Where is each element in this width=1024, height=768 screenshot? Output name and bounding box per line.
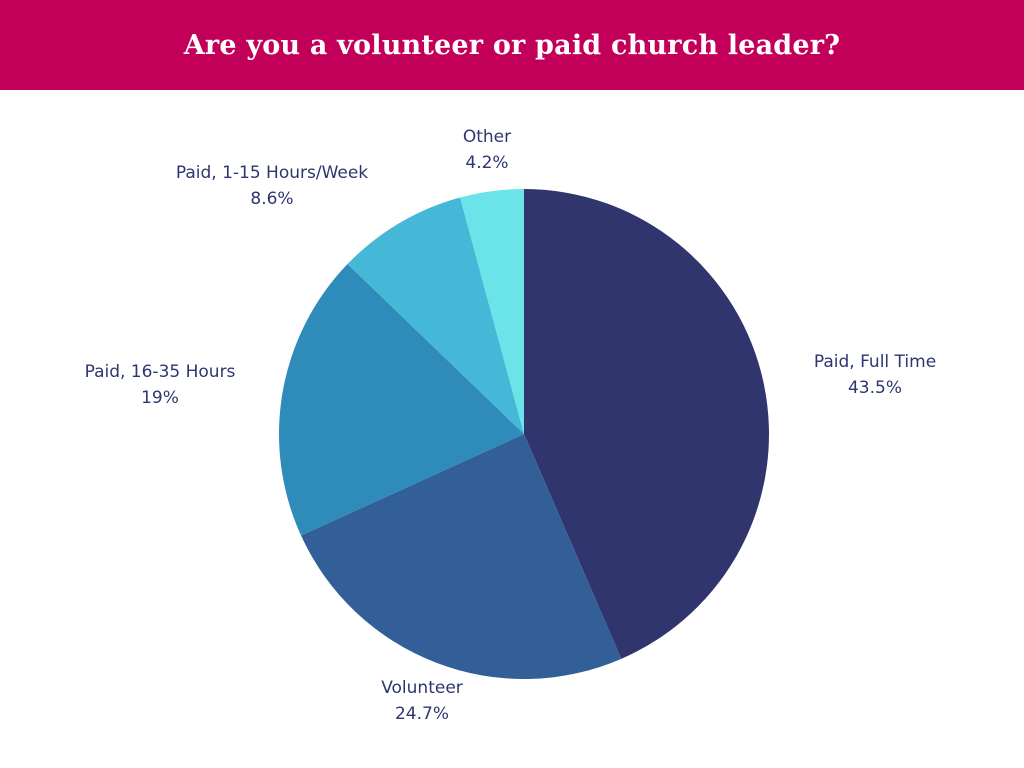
slice-label-paid-full-time: Paid, Full Time 43.5% xyxy=(814,349,936,401)
pie-slice-other xyxy=(460,189,524,434)
slice-name: Paid, 16-35 Hours xyxy=(84,362,236,382)
pie-slice-paid-16-35-hours xyxy=(278,264,524,536)
slice-label-paid-16-35: Paid, 16-35 Hours 19% xyxy=(85,359,236,411)
slice-label-volunteer: Volunteer 24.7% xyxy=(381,675,463,727)
slice-percent: 19% xyxy=(141,388,179,408)
slice-percent: 24.7% xyxy=(394,704,449,724)
slice-percent: 4.2% xyxy=(465,153,509,173)
slice-name: Paid, Full Time xyxy=(813,352,937,372)
slice-percent: 8.6% xyxy=(250,189,294,209)
slice-name: Volunteer xyxy=(381,678,463,698)
slice-percent: 43.5% xyxy=(847,378,902,398)
pie-slice-paid-1-15-hours-week xyxy=(347,197,524,434)
title-banner: Are you a volunteer or paid church leade… xyxy=(0,0,1024,90)
slice-label-paid-1-15: Paid, 1-15 Hours/Week 8.6% xyxy=(176,160,368,212)
slice-name: Other xyxy=(462,127,512,147)
slice-name: Paid, 1-15 Hours/Week xyxy=(175,163,369,183)
pie-slice-paid-full-time xyxy=(524,189,769,659)
pie-slice-volunteer xyxy=(301,434,622,679)
slice-label-other: Other 4.2% xyxy=(463,124,511,176)
chart-title: Are you a volunteer or paid church leade… xyxy=(183,29,841,61)
